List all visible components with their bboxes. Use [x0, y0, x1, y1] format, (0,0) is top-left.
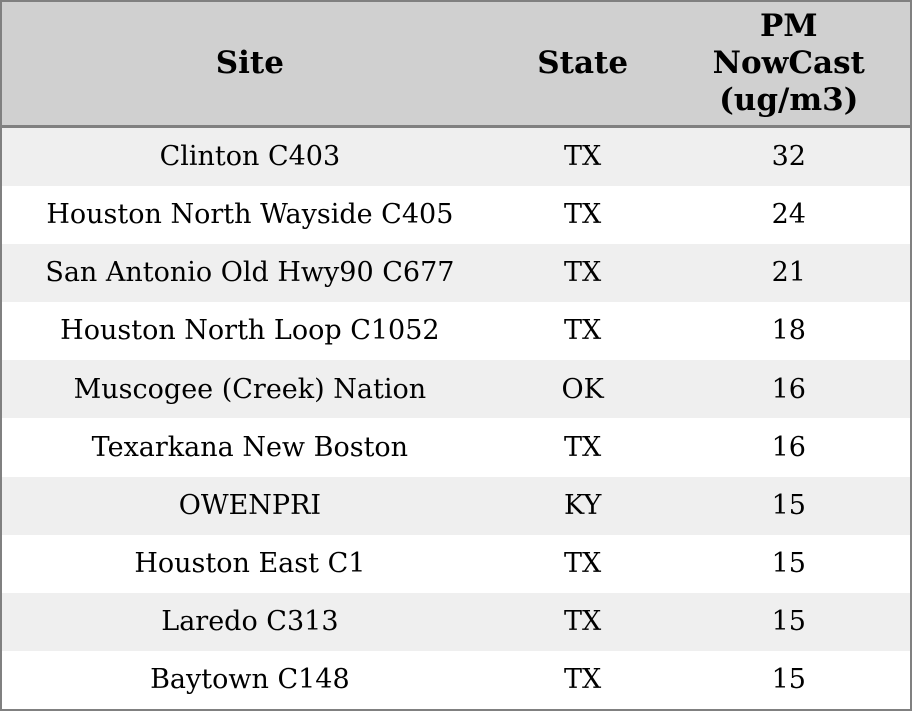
pm-nowcast-cell: 21	[771, 257, 806, 289]
site-cell: Baytown C148	[150, 664, 350, 696]
state-cell: OK	[561, 373, 604, 405]
state-cell: TX	[564, 141, 602, 173]
site-cell: Laredo C313	[161, 605, 339, 637]
state-cell: TX	[564, 199, 602, 231]
pm-nowcast-cell: 16	[771, 431, 806, 463]
table-body: Clinton C403 TX 32 Houston North Wayside C4…	[2, 128, 910, 709]
site-cell: Clinton C403	[159, 141, 341, 173]
state-cell: TX	[564, 605, 602, 637]
table-row: Texarkana New Boston TX 16	[2, 418, 910, 476]
site-cell: Houston North Wayside C405	[46, 199, 454, 231]
site-cell: Muscogee (Creek) Nation	[73, 373, 427, 405]
state-cell: TX	[564, 315, 602, 347]
state-cell: KY	[564, 489, 602, 521]
column-header-pm-nowcast: PM NowCast (ug/m3)	[712, 7, 865, 119]
pm-nowcast-cell: 24	[771, 199, 806, 231]
pm-nowcast-cell: 15	[771, 547, 806, 579]
site-cell: San Antonio Old Hwy90 C677	[45, 257, 455, 289]
pm-nowcast-cell: 15	[771, 489, 806, 521]
state-cell: TX	[564, 257, 602, 289]
site-cell: OWENPRI	[178, 489, 322, 521]
pm-nowcast-cell: 16	[771, 373, 806, 405]
table-row: OWENPRI KY 15	[2, 476, 910, 535]
site-cell: Houston East C1	[134, 547, 366, 579]
site-cell: Texarkana New Boston	[91, 431, 409, 463]
table-row: Muscogee (Creek) Nation OK 16	[2, 360, 910, 419]
state-cell: TX	[564, 664, 602, 696]
pm-nowcast-cell: 18	[771, 315, 806, 347]
state-cell: TX	[564, 431, 602, 463]
table-row: San Antonio Old Hwy90 C677 TX 21	[2, 244, 910, 303]
pm-nowcast-cell: 15	[771, 605, 806, 637]
state-cell: TX	[564, 547, 602, 579]
table-row: Houston East C1 TX 15	[2, 535, 910, 593]
table-header-row: Site State PM NowCast (ug/m3)	[2, 2, 910, 128]
table-row: Clinton C403 TX 32	[2, 128, 910, 187]
column-header-site: Site	[215, 44, 284, 81]
site-cell: Houston North Loop C1052	[60, 315, 440, 347]
table-row: Baytown C148 TX 15	[2, 651, 910, 709]
table-row: Laredo C313 TX 15	[2, 592, 910, 651]
table-row: Houston North Wayside C405 TX 24	[2, 186, 910, 244]
pm-nowcast-cell: 15	[771, 664, 806, 696]
table-row: Houston North Loop C1052 TX 18	[2, 302, 910, 360]
column-header-state: State	[537, 44, 629, 81]
pm-nowcast-cell: 32	[771, 141, 806, 173]
